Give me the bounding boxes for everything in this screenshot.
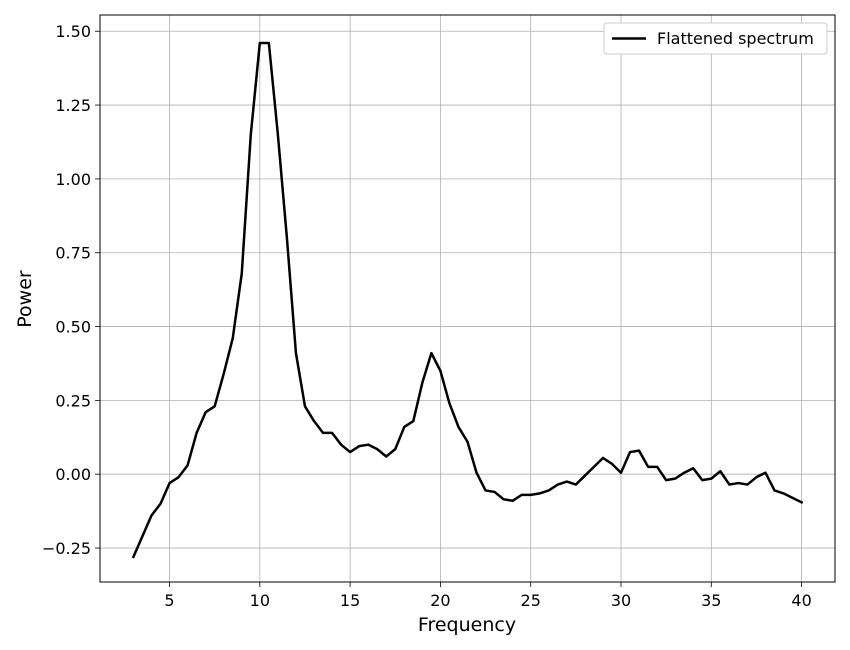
legend: Flattened spectrum [603,22,828,55]
y-tick-label: 1.50 [55,22,91,41]
x-tick-label: 5 [164,591,174,610]
y-tick-label: 1.25 [55,96,91,115]
grid [100,15,835,582]
x-axis-label: Frequency [418,614,516,636]
y-axis-label: Power [14,270,36,328]
plot-frame [99,14,836,583]
x-tick-label: 15 [340,591,360,610]
y-tick-label: 0.50 [55,318,91,337]
x-tick-label: 10 [250,591,270,610]
x-tick-label: 30 [611,591,631,610]
legend-label: Flattened spectrum [657,29,814,48]
ticks: 5 10 15 20 25 30 35 40 −0.25 0.00 0.25 0.50 0.75 1.00… [42,22,812,610]
x-tick-label: 40 [791,591,811,610]
series-line [131,41,804,559]
x-tick-label: 20 [430,591,450,610]
y-tick-label: 0.75 [55,244,91,263]
series-layer [131,41,804,559]
y-tick-label: 0.25 [55,391,91,410]
y-tick-label: 1.00 [55,170,91,189]
y-tick-label: 0.00 [55,465,91,484]
x-tick-label: 35 [701,591,721,610]
legend-box [603,22,828,55]
x-tick-label: 25 [521,591,541,610]
y-tick-label: −0.25 [42,539,91,558]
